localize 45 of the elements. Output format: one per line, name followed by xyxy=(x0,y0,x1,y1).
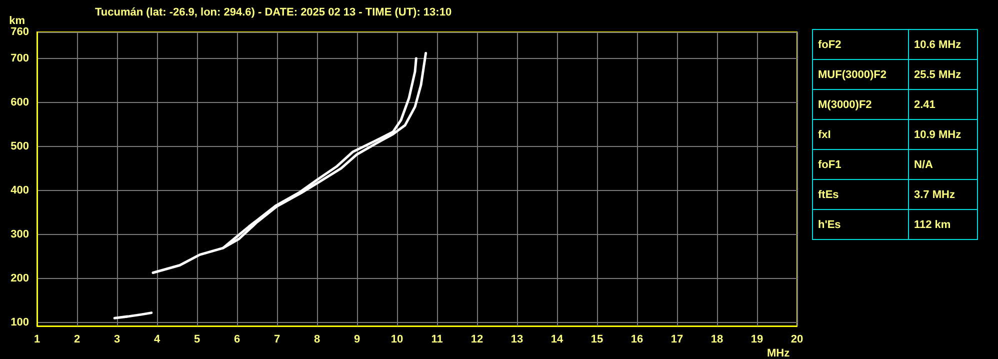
x-tick-label: 10 xyxy=(390,334,404,346)
y-axis-title: km xyxy=(9,15,26,28)
x-tick-label: 20 xyxy=(790,334,804,346)
x-tick-label: 11 xyxy=(431,334,443,346)
chart-title: Tucumán (lat: -26.9, lon: 294.6) - DATE: 2025 02 13 - TIME (UT): 13:10 xyxy=(95,6,452,18)
y-tick-label: 200 xyxy=(10,272,29,284)
text: 10.6 MHz xyxy=(908,30,978,60)
x-tick-label: 6 xyxy=(234,334,240,346)
text: N/A xyxy=(908,150,978,180)
y-tick-label: 100 xyxy=(10,316,29,328)
x-tick-label: 4 xyxy=(154,334,161,346)
text: MUF(3000)F2 xyxy=(812,60,908,90)
x-tick-label: 3 xyxy=(114,334,120,346)
text: foF1 xyxy=(812,150,908,180)
y-tick-label: 600 xyxy=(10,96,29,108)
y-tick-label: 300 xyxy=(10,228,29,240)
text: h'Es xyxy=(812,210,908,240)
text: 112 km xyxy=(908,210,978,240)
text: 10.9 MHz xyxy=(908,120,978,150)
y-tick-label: 400 xyxy=(10,184,29,196)
y-tick-label: 500 xyxy=(10,140,29,152)
x-tick-label: 16 xyxy=(630,334,644,346)
text: 25.5 MHz xyxy=(908,60,978,90)
x-tick-label: 2 xyxy=(74,334,80,346)
x-tick-label: 7 xyxy=(274,334,280,346)
x-tick-label: 19 xyxy=(750,334,764,346)
x-tick-label: 13 xyxy=(510,334,524,346)
y-tick-label: 760 xyxy=(10,26,29,38)
text: ftEs xyxy=(812,180,908,210)
x-tick-label: 17 xyxy=(670,334,684,346)
x-tick-label: 5 xyxy=(194,334,200,346)
x-tick-label: 14 xyxy=(550,334,564,346)
text: 3.7 MHz xyxy=(908,180,978,210)
x-tick-label: 8 xyxy=(314,334,320,346)
text: fxI xyxy=(812,120,908,150)
text: foF2 xyxy=(812,30,908,60)
text: 2.41 xyxy=(908,90,978,120)
x-tick-label: 18 xyxy=(710,334,724,346)
x-tick-label: 9 xyxy=(354,334,360,346)
y-tick-label: 700 xyxy=(10,52,29,64)
x-tick-label: 1 xyxy=(34,334,40,346)
x-tick-label: 12 xyxy=(470,334,484,346)
text: M(3000)F2 xyxy=(812,90,908,120)
x-tick-label: 15 xyxy=(590,334,604,346)
x-axis-title: MHz xyxy=(767,348,790,359)
